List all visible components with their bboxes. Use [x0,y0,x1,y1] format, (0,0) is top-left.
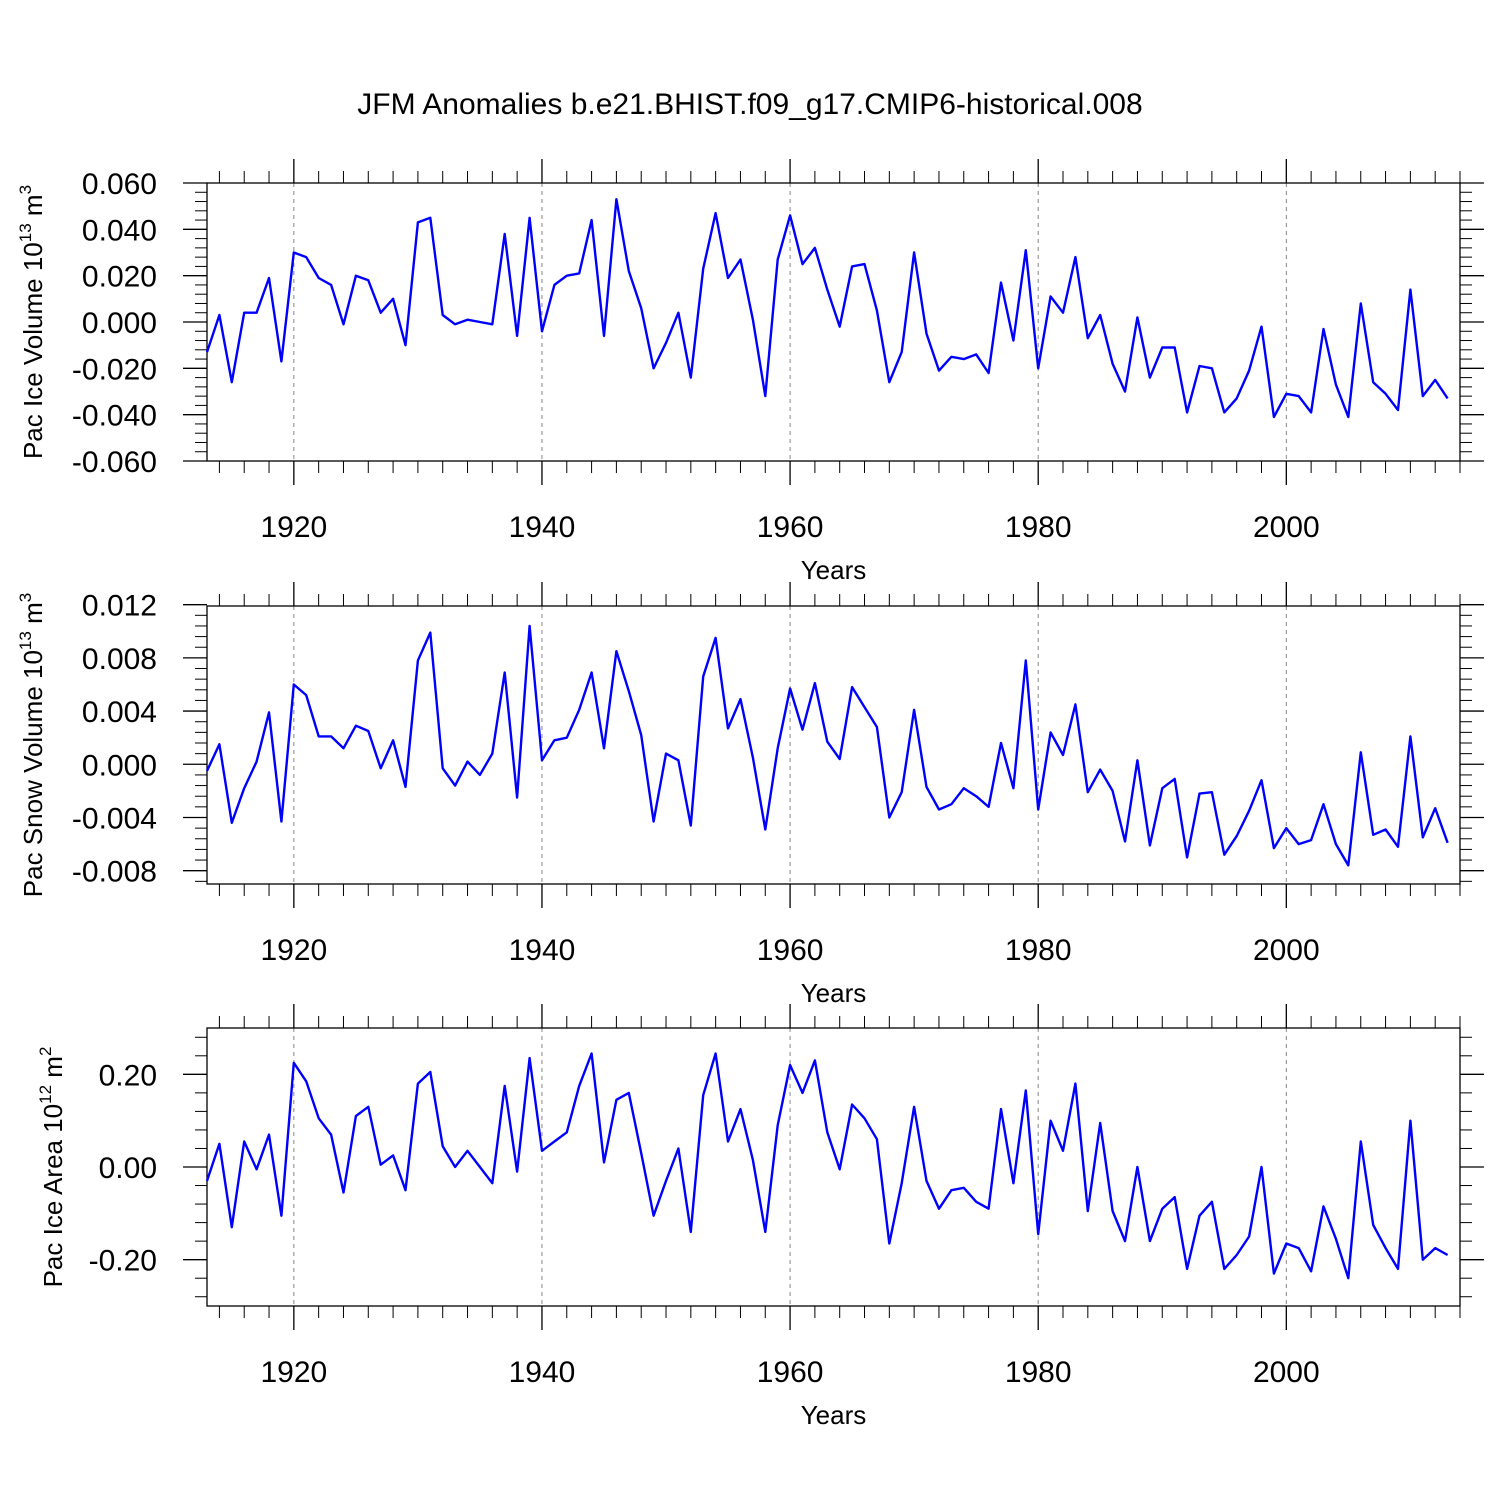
panel-1-x-tick-label-1960: 1960 [757,511,824,544]
panel-2-frame [206,605,1461,885]
panel-3-y-axis-title: Pac Ice Area 1012 m2 [36,1047,68,1288]
panel-2-series-line [205,624,1449,867]
panel-2-y-tick-label: -0.004 [72,802,157,835]
panel-2-y-axis-title: Pac Snow Volume 1013 m3 [16,593,48,897]
panel-1-x-tick-label-1980: 1980 [1005,511,1072,544]
panel-2-y-tick-label: 0.012 [82,590,157,623]
panel-2-x-tick-label-1960: 1960 [757,934,824,967]
panel-2-y-tick-label: -0.008 [72,856,157,889]
panel-3-y-tick-label: 0.20 [99,1059,157,1092]
panel-3-x-tick-label-1940: 1940 [509,1356,576,1389]
panel-1-y-tick-label: 0.000 [82,307,157,340]
panel-3-y-tick-label: 0.00 [99,1152,157,1185]
panel-1-x-axis-title: Years [801,555,867,585]
panel-1-y-tick-label: -0.020 [72,353,157,386]
panel-2-y-tick-label: 0.000 [82,749,157,782]
panel-1-y-tick-label: 0.020 [82,261,157,294]
panel-1-y-tick-label: 0.060 [82,168,157,201]
panel-2-y-tick-label: 0.004 [82,696,157,729]
panel-1-frame [206,182,1461,462]
panel-3-x-axis-title: Years [801,1400,867,1430]
panel-3-y-tick-label: -0.20 [89,1245,157,1278]
panel-1-y-tick-label: -0.040 [72,400,157,433]
panel-3-x-tick-label-2000: 2000 [1253,1356,1320,1389]
panel-2-x-axis-title: Years [801,978,867,1008]
panel-2-x-tick-label-1920: 1920 [260,934,327,967]
panel-2-x-tick-label-2000: 2000 [1253,934,1320,967]
panel-1-x-tick-label-1940: 1940 [509,511,576,544]
panel-1-x-tick-label-2000: 2000 [1253,511,1320,544]
panel-3-x-tick-label-1960: 1960 [757,1356,824,1389]
panel-1-x-tick-label-1920: 1920 [260,511,327,544]
panel-1-series-line [205,197,1449,419]
panel-2-y-tick-label: 0.008 [82,643,157,676]
panel-3-x-tick-label-1920: 1920 [260,1356,327,1389]
panel-3-series-line [205,1052,1449,1280]
panel-1-y-axis-title: Pac Ice Volume 1013 m3 [16,185,48,459]
panel-1-y-tick-label: 0.040 [82,214,157,247]
panel-2-x-tick-label-1980: 1980 [1005,934,1072,967]
panel-1-y-tick-label: -0.060 [72,446,157,479]
panel-3-x-tick-label-1980: 1980 [1005,1356,1072,1389]
chart-title: JFM Anomalies b.e21.BHIST.f09_g17.CMIP6-… [357,88,1143,121]
panel-2-x-tick-label-1940: 1940 [509,934,576,967]
